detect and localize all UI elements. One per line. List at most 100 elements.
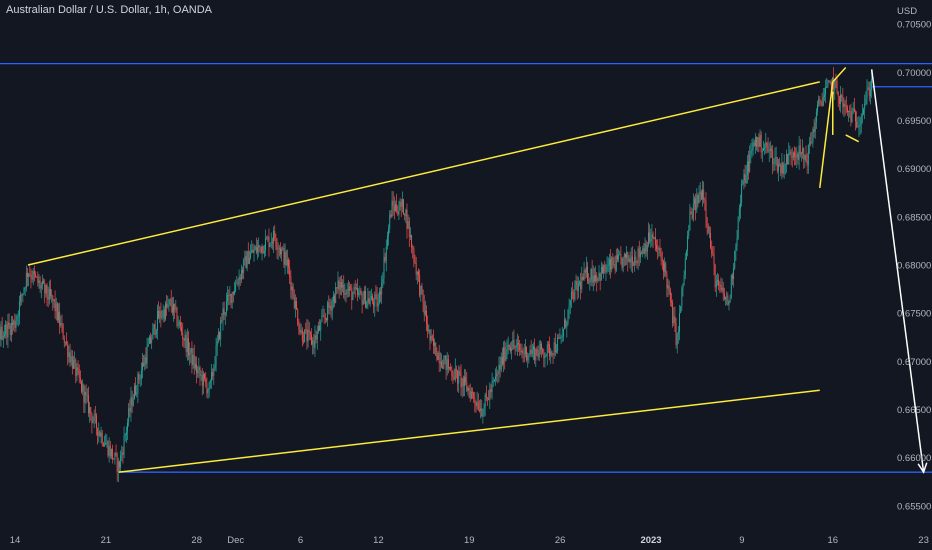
candle-body xyxy=(627,251,629,262)
candle-body xyxy=(671,301,672,303)
candle-body xyxy=(542,348,544,353)
candle-body xyxy=(850,112,852,122)
candle-body xyxy=(748,161,749,172)
candle-body xyxy=(330,305,332,311)
candle-body xyxy=(564,319,565,329)
candle-body xyxy=(704,199,706,202)
candle-body xyxy=(28,273,30,277)
candle-body xyxy=(837,92,839,97)
candle-body xyxy=(328,302,330,308)
candle-body xyxy=(381,283,383,295)
candle-body xyxy=(4,333,5,336)
candle-body xyxy=(142,362,143,371)
candle-body xyxy=(602,267,603,274)
candle-body xyxy=(863,109,864,115)
candle-body xyxy=(91,413,93,423)
candle-body xyxy=(291,286,293,291)
candle-body xyxy=(814,122,816,132)
candle-body xyxy=(556,351,557,353)
candle-body xyxy=(771,149,772,151)
candle-body xyxy=(211,372,212,381)
candle-body xyxy=(842,97,844,108)
candle-body xyxy=(547,344,549,346)
candle-body xyxy=(303,341,304,342)
y-tick-label: 0.69500 xyxy=(897,116,931,127)
candle-body xyxy=(232,292,234,295)
candle-body xyxy=(452,375,454,378)
candle-body xyxy=(729,297,731,303)
candle-body xyxy=(534,346,536,361)
candle-body xyxy=(838,96,840,104)
candle-body xyxy=(645,243,647,252)
candle-body xyxy=(224,312,226,315)
candle-body xyxy=(132,398,134,406)
candle-body xyxy=(612,257,614,265)
candle-body xyxy=(610,259,611,270)
candle-body xyxy=(703,189,705,200)
candle-body xyxy=(777,164,779,172)
candle-body xyxy=(466,381,468,391)
candle-body xyxy=(728,302,730,305)
candle-body xyxy=(275,238,277,246)
candle-body xyxy=(196,363,197,374)
candle-body xyxy=(105,443,107,445)
candle-body xyxy=(332,295,334,302)
candle-body xyxy=(653,236,655,239)
candle-body xyxy=(350,286,352,288)
candle-body xyxy=(659,247,661,254)
candle-body xyxy=(685,250,687,259)
candle-body xyxy=(143,362,145,366)
candle-body xyxy=(531,349,533,354)
candle-body xyxy=(804,154,806,160)
candle-body xyxy=(66,342,68,344)
candle-body xyxy=(825,87,827,95)
candle-body xyxy=(439,361,441,364)
candle-body xyxy=(234,290,235,295)
candle-body xyxy=(351,287,353,301)
candle-body xyxy=(441,361,442,367)
candle-body xyxy=(465,376,467,382)
candle-body xyxy=(59,311,61,326)
candle-body xyxy=(176,308,178,326)
candle-body xyxy=(244,256,246,260)
candle-body xyxy=(596,274,598,282)
candle-body xyxy=(27,272,28,277)
candle-body xyxy=(337,280,339,289)
candle-body xyxy=(112,448,114,459)
candle-body xyxy=(562,328,564,337)
candle-body xyxy=(742,180,744,185)
candle-body xyxy=(767,146,769,152)
candle-body xyxy=(109,445,111,457)
candle-body xyxy=(185,334,187,353)
candle-body xyxy=(667,285,669,289)
candle-body xyxy=(445,355,447,370)
candle-body xyxy=(576,281,578,292)
candle-body xyxy=(167,304,169,307)
candle-body xyxy=(155,330,157,335)
candle-body xyxy=(856,121,858,127)
candle-body xyxy=(153,324,155,329)
candle-body xyxy=(752,142,754,150)
candle-body xyxy=(625,253,626,258)
candle-body xyxy=(227,295,229,302)
candle-body xyxy=(677,331,679,334)
candle-body xyxy=(331,301,333,311)
candle-body xyxy=(759,134,761,147)
candle-body xyxy=(55,303,57,312)
candle-body xyxy=(763,148,764,151)
candle-body xyxy=(362,299,364,305)
y-tick-label: 0.67000 xyxy=(897,357,931,368)
candle-body xyxy=(222,308,224,321)
candle-body xyxy=(784,164,786,165)
candle-body xyxy=(44,283,46,294)
candle-body xyxy=(10,322,12,335)
candle-body xyxy=(788,152,790,165)
candle-body xyxy=(361,294,363,305)
candle-body xyxy=(411,235,413,248)
candle-body xyxy=(308,329,310,332)
candle-body xyxy=(810,142,812,144)
candle-body xyxy=(253,249,255,253)
candle-body xyxy=(651,234,653,239)
candle-body xyxy=(336,287,338,289)
